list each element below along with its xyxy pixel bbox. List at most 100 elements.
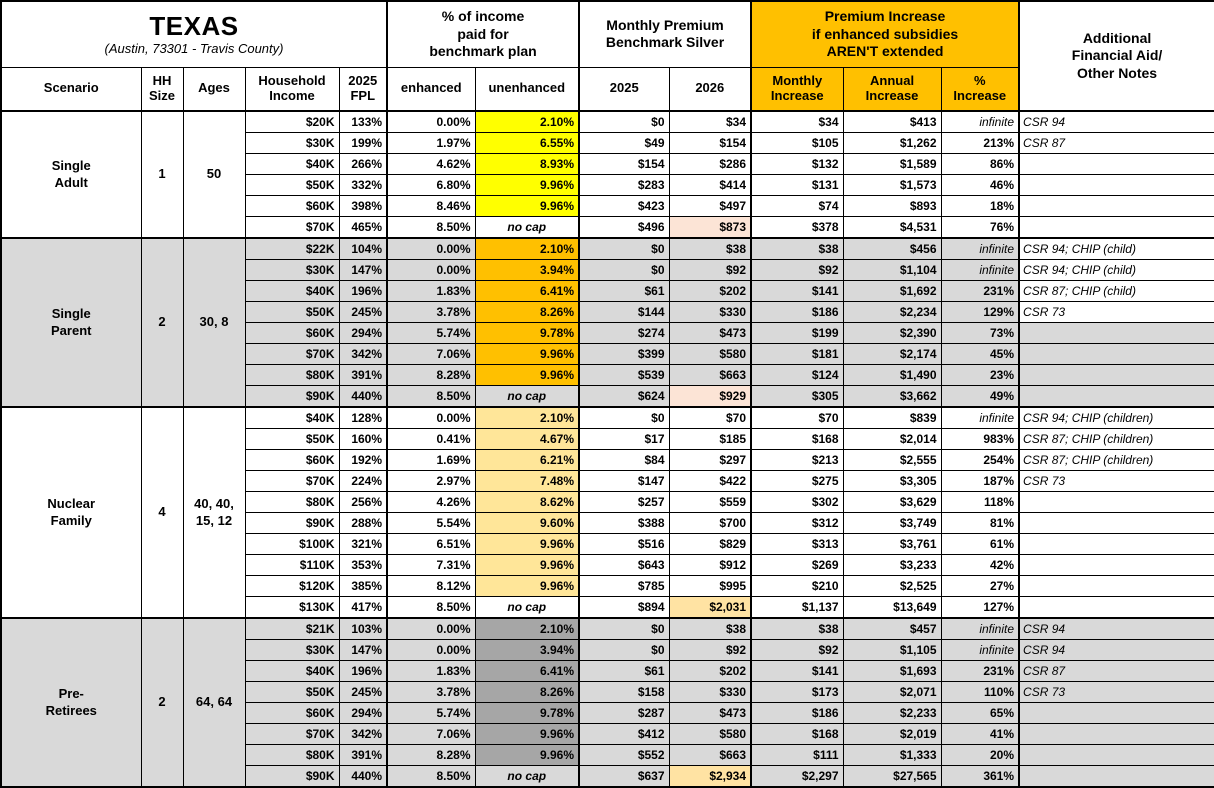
cell-annual-increase: $2,014 — [842, 428, 942, 450]
cell-premium-2025: $17 — [578, 428, 670, 450]
cell-fpl: 196% — [338, 280, 389, 302]
cell-enhanced-pct: 3.78% — [386, 681, 476, 703]
cell-premium-2025: $624 — [578, 385, 670, 408]
cell-household-income: $20K — [244, 110, 340, 133]
ages-value: 64, 64 — [182, 617, 246, 788]
cell-household-income: $40K — [244, 280, 340, 302]
cell-premium-2026: $70 — [668, 406, 753, 429]
cell-premium-2025: $0 — [578, 617, 670, 640]
cell-unenhanced-pct: 2.10% — [474, 406, 581, 429]
cell-note — [1018, 364, 1214, 386]
cell-household-income: $80K — [244, 491, 340, 513]
cell-pct-increase: 213% — [940, 132, 1021, 154]
cell-annual-increase: $3,629 — [842, 491, 942, 513]
cell-premium-2026: $829 — [668, 533, 753, 555]
cell-monthly-increase: $181 — [750, 343, 844, 365]
cell-household-income: $50K — [244, 174, 340, 196]
table-row: $100K 321% 6.51% 9.96% $516 $829 $313 $3,761 61% — [1, 533, 1214, 555]
cell-monthly-increase: $132 — [750, 153, 844, 175]
cell-pct-increase: 127% — [940, 596, 1021, 619]
cell-monthly-increase: $2,297 — [750, 765, 844, 788]
cell-pct-increase: 361% — [940, 765, 1021, 788]
cell-pct-increase: 110% — [940, 681, 1021, 703]
cell-annual-increase: $2,233 — [842, 702, 942, 724]
cell-premium-2025: $144 — [578, 301, 670, 323]
cell-enhanced-pct: 6.80% — [386, 174, 476, 196]
cell-premium-2026: $473 — [668, 702, 753, 724]
cell-fpl: 417% — [338, 596, 389, 619]
cell-enhanced-pct: 0.00% — [386, 617, 476, 640]
cell-monthly-increase: $312 — [750, 512, 844, 534]
cell-pct-increase: 41% — [940, 723, 1021, 745]
cell-note: CSR 94; CHIP (child) — [1018, 237, 1214, 260]
cell-premium-2026: $663 — [668, 744, 753, 766]
cell-premium-2025: $539 — [578, 364, 670, 386]
cell-premium-2025: $61 — [578, 280, 670, 302]
table-row: $60K 192% 1.69% 6.21% $84 $297 $213 $2,555 254% C… — [1, 449, 1214, 471]
cell-enhanced-pct: 8.50% — [386, 216, 476, 239]
cell-note: CSR 87 — [1018, 132, 1214, 154]
cell-monthly-increase: $141 — [750, 660, 844, 682]
cell-monthly-increase: $1,137 — [750, 596, 844, 619]
scenario-label: Pre- Retirees — [0, 617, 142, 788]
cell-household-income: $60K — [244, 195, 340, 217]
cell-unenhanced-pct: 8.26% — [474, 681, 581, 703]
cell-note — [1018, 765, 1214, 788]
cell-premium-2025: $399 — [578, 343, 670, 365]
cell-note: CSR 94 — [1018, 617, 1214, 640]
header-enhanced: enhanced — [386, 66, 476, 112]
cell-premium-2026: $92 — [668, 639, 753, 661]
cell-unenhanced-pct: no cap — [474, 216, 581, 239]
cell-unenhanced-pct: 7.48% — [474, 470, 581, 492]
cell-annual-increase: $2,071 — [842, 681, 942, 703]
cell-premium-2026: $330 — [668, 681, 753, 703]
cell-household-income: $70K — [244, 216, 340, 239]
cell-annual-increase: $457 — [842, 617, 942, 640]
cell-household-income: $30K — [244, 259, 340, 281]
cell-fpl: 294% — [338, 322, 389, 344]
cell-fpl: 353% — [338, 554, 389, 576]
cell-fpl: 288% — [338, 512, 389, 534]
cell-fpl: 440% — [338, 385, 389, 408]
cell-enhanced-pct: 3.78% — [386, 301, 476, 323]
cell-premium-2025: $158 — [578, 681, 670, 703]
cell-monthly-increase: $269 — [750, 554, 844, 576]
cell-household-income: $50K — [244, 681, 340, 703]
cell-premium-2026: $995 — [668, 575, 753, 597]
cell-annual-increase: $13,649 — [842, 596, 942, 619]
header-income-pct-group: % of income paid for benchmark plan — [386, 0, 581, 68]
cell-enhanced-pct: 5.54% — [386, 512, 476, 534]
cell-household-income: $60K — [244, 322, 340, 344]
cell-enhanced-pct: 1.83% — [386, 280, 476, 302]
table-row: $30K 147% 0.00% 3.94% $0 $92 $92 $1,105 infinite… — [1, 639, 1214, 661]
cell-premium-2025: $84 — [578, 449, 670, 471]
cell-unenhanced-pct: 6.21% — [474, 449, 581, 471]
cell-unenhanced-pct: 9.96% — [474, 174, 581, 196]
cell-premium-2025: $49 — [578, 132, 670, 154]
cell-note: CSR 73 — [1018, 470, 1214, 492]
cell-fpl: 245% — [338, 681, 389, 703]
cell-household-income: $30K — [244, 639, 340, 661]
cell-household-income: $130K — [244, 596, 340, 619]
cell-unenhanced-pct: 9.60% — [474, 512, 581, 534]
cell-fpl: 332% — [338, 174, 389, 196]
header-annual-increase: Annual Increase — [842, 66, 942, 112]
cell-enhanced-pct: 7.31% — [386, 554, 476, 576]
table-row: $90K 440% 8.50% no cap $624 $929 $305 $3,662 49% — [1, 385, 1214, 408]
cell-premium-2025: $283 — [578, 174, 670, 196]
header-household-income: Household Income — [244, 66, 340, 112]
cell-annual-increase: $413 — [842, 110, 942, 133]
scenario-label: Nuclear Family — [0, 406, 142, 619]
cell-enhanced-pct: 5.74% — [386, 322, 476, 344]
cell-monthly-increase: $111 — [750, 744, 844, 766]
cell-pct-increase: infinite — [940, 617, 1021, 640]
cell-fpl: 147% — [338, 639, 389, 661]
cell-fpl: 321% — [338, 533, 389, 555]
cell-note: CSR 94 — [1018, 639, 1214, 661]
cell-household-income: $60K — [244, 449, 340, 471]
table-row: Single Adult 1 50 $20K 133% 0.00% 2.10% $0 $34 $3… — [0, 110, 1214, 239]
cell-premium-2026: $185 — [668, 428, 753, 450]
cell-premium-2026: $497 — [668, 195, 753, 217]
cell-fpl: 245% — [338, 301, 389, 323]
